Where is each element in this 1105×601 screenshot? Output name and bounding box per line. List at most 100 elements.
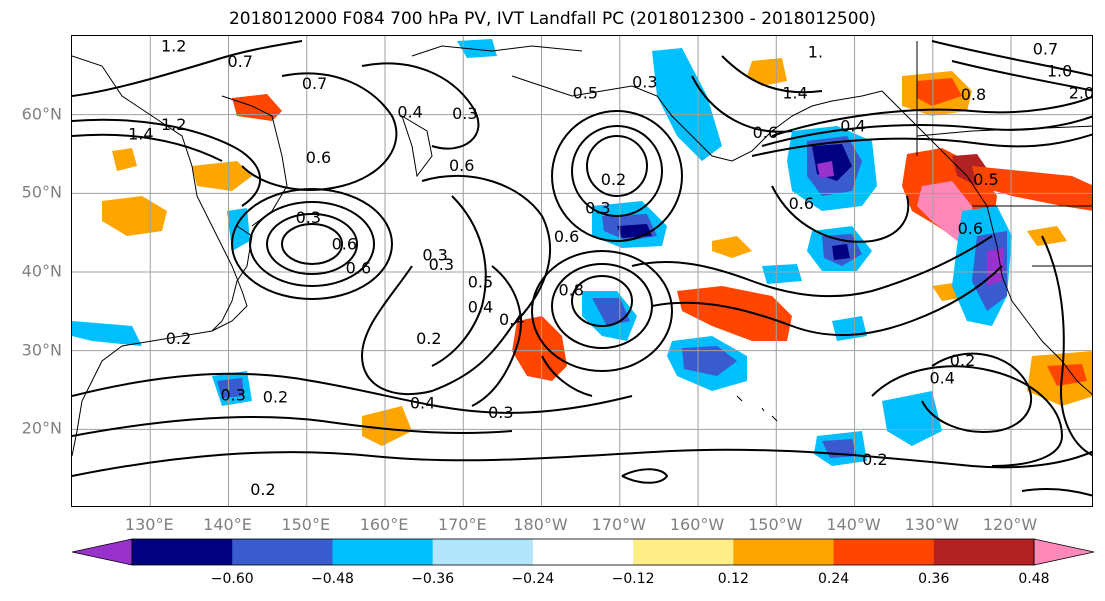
contour-label: 1.0 <box>1047 62 1072 81</box>
colorbar-segment <box>833 539 935 565</box>
coastline <box>401 114 433 178</box>
contour-label: 0.2 <box>601 170 626 189</box>
pv-contour <box>751 133 1092 157</box>
pv-contour-layer <box>72 40 1092 497</box>
pv-contour <box>586 135 648 197</box>
contour-labels-layer: 1.2 0.7 0.7 1.4 1.2 0.6 0.4 0.3 0.6 0.3 0.6 0.6 0.3 0… <box>128 36 1093 499</box>
anomaly-patch <box>747 58 787 86</box>
pv-contour <box>360 174 551 396</box>
contour-label: 1.4 <box>128 125 153 144</box>
coastline <box>881 90 1092 395</box>
contour-label: 2.0 <box>1069 84 1093 103</box>
colorbar-tick-label: 0.24 <box>817 571 850 587</box>
contour-label: 0.6 <box>554 227 579 246</box>
anomaly-patch <box>617 224 652 238</box>
longitude-label: 130°E <box>124 515 174 534</box>
contour-label: 0.6 <box>958 219 983 238</box>
contour-label: 0.6 <box>789 194 814 213</box>
longitude-label: 160°E <box>359 515 409 534</box>
contour-label: 0.4 <box>840 117 865 136</box>
colorbar-segment <box>532 539 634 565</box>
longitude-label: 120°W <box>982 515 1038 534</box>
contour-label: 0.6 <box>332 235 357 254</box>
colorbar-tick-label: −0.60 <box>210 571 254 587</box>
coastline <box>511 75 883 162</box>
pv-contour <box>231 188 393 300</box>
contour-label: 0.7 <box>228 52 253 71</box>
contour-label: 0.3 <box>632 73 657 92</box>
longitude-label: 130°W <box>904 515 959 534</box>
contour-label: 0.3 <box>220 386 245 405</box>
contour-label: 0.3 <box>422 246 447 265</box>
map-panel: 1.2 0.7 0.7 1.4 1.2 0.6 0.4 0.3 0.6 0.3 0.6 0.6 0.3 0… <box>71 35 1093 507</box>
colorbar <box>72 538 1094 566</box>
contour-label: 0.4 <box>397 103 422 122</box>
anomaly-patch <box>102 196 167 236</box>
contour-label: 1.2 <box>161 36 186 55</box>
anomaly-patch <box>652 48 722 161</box>
colorbar-segment <box>332 539 434 565</box>
contour-label: 1. <box>808 43 823 62</box>
pv-contour <box>266 213 358 275</box>
colorbar-segment <box>132 539 233 565</box>
longitude-label: 140°E <box>203 515 252 534</box>
anomaly-patch <box>832 316 867 341</box>
longitude-label: 180°W <box>513 515 568 534</box>
contour-label: 0.2 <box>166 329 191 348</box>
contour-label: 0.2 <box>862 450 887 469</box>
pv-contour <box>931 40 1092 77</box>
anomaly-patch <box>217 378 244 398</box>
contour-label: 0.4 <box>410 394 435 413</box>
colorbar-segment <box>633 539 734 565</box>
contour-label: 1.2 <box>161 115 186 134</box>
anomaly-patch <box>362 406 412 446</box>
anomaly-patch <box>917 78 962 106</box>
colorbar-segment <box>733 539 835 565</box>
colorbar-tick-label: 0.12 <box>717 571 749 587</box>
pv-contour <box>72 40 303 97</box>
colorbar-segment <box>432 539 534 565</box>
pv-contour <box>541 355 593 397</box>
contour-label: 0.2 <box>950 351 975 370</box>
coastline-layer <box>72 41 1092 457</box>
latitude-label: 60°N <box>21 104 62 124</box>
longitude-label: 140°W <box>826 515 881 534</box>
pv-contour <box>72 448 1092 477</box>
pv-contour <box>72 416 513 437</box>
contour-label: 0.5 <box>468 272 493 291</box>
colorbar-tick-label: 0.48 <box>1018 571 1050 587</box>
pv-contour <box>771 185 910 243</box>
anomaly-patch <box>1027 226 1067 246</box>
colorbar-tick-label: 0.36 <box>918 571 950 587</box>
longitude-label: 170°E <box>437 515 487 534</box>
map-canvas: 1.2 0.7 0.7 1.4 1.2 0.6 0.4 0.3 0.6 0.3 0.6 0.6 0.3 0… <box>72 36 1093 506</box>
pv-contour <box>551 110 683 242</box>
anomaly-patch <box>832 244 850 260</box>
pv-contour <box>249 201 375 287</box>
coastline <box>411 45 583 57</box>
pv-contour <box>241 72 398 191</box>
colorbar-tick-label: −0.48 <box>310 571 354 587</box>
anomaly-patch <box>682 346 737 376</box>
colorbar-outline <box>131 538 1035 566</box>
longitude-label: 170°W <box>591 515 646 534</box>
anomaly-patch <box>762 264 802 284</box>
anomaly-patch <box>72 321 142 346</box>
map-title: 2018012000 F084 700 hPa PV, IVT Landfall… <box>228 9 876 29</box>
anomaly-patch <box>712 236 752 258</box>
contour-label: 0.4 <box>929 368 954 387</box>
pv-contour <box>281 223 343 265</box>
ivt-shading-layer <box>72 39 1092 466</box>
contour-label: 0.6 <box>449 156 474 175</box>
pv-contour <box>361 62 480 150</box>
coastline <box>736 395 778 422</box>
anomaly-patch <box>457 39 497 58</box>
contour-label: 1.4 <box>782 84 807 103</box>
anomaly-patch <box>227 208 250 251</box>
contour-label: 0.7 <box>302 74 327 93</box>
pv-contour <box>72 372 633 414</box>
contour-label: 0.4 <box>468 298 493 317</box>
longitude-label: 150°E <box>281 515 331 534</box>
contour-label: 0.5 <box>573 84 598 103</box>
longitude-label: 150°W <box>748 515 803 534</box>
